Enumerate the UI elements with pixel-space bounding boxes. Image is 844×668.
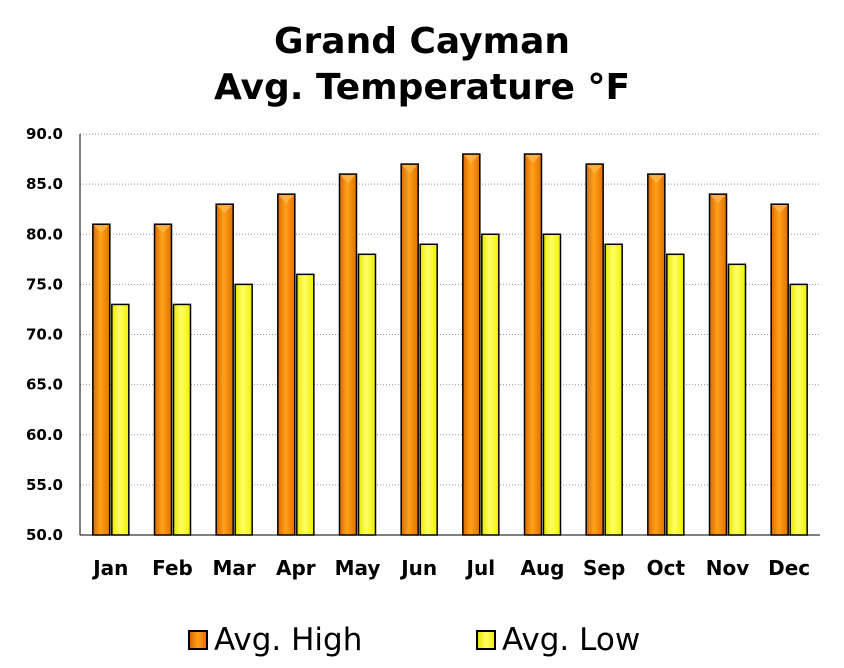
x-tick-label: Feb xyxy=(152,556,193,580)
bar-low-apr xyxy=(296,273,315,536)
y-tick-label: 60.0 xyxy=(26,426,63,444)
legend: Avg. High Avg. Low xyxy=(0,622,844,662)
x-tick-label: Apr xyxy=(276,556,316,580)
legend-label-low: Avg. Low xyxy=(502,622,641,658)
bar-low-sep xyxy=(604,243,623,536)
bar-low-mar xyxy=(234,283,253,536)
x-tick-label: Oct xyxy=(647,556,686,580)
x-tick-label: Jun xyxy=(399,556,437,580)
x-tick-label: Mar xyxy=(213,556,256,580)
bar-high-nov xyxy=(708,193,728,536)
bar-low-jan xyxy=(111,303,130,536)
bar-low-oct xyxy=(666,253,685,536)
chart-subtitle: Avg. Temperature °F xyxy=(213,67,631,108)
bar-high-mar xyxy=(215,203,234,536)
x-tick-label: May xyxy=(335,556,381,580)
bar-high-oct xyxy=(647,173,666,536)
y-tick-label: 75.0 xyxy=(26,275,63,293)
bar-high-aug xyxy=(523,153,543,536)
bar-cap-highlight xyxy=(155,225,171,234)
x-tick-label: Sep xyxy=(583,556,625,580)
y-tick-label: 85.0 xyxy=(26,175,63,193)
x-tick-label: Aug xyxy=(520,556,564,580)
bar-cap-highlight xyxy=(587,165,603,174)
bar-low-feb xyxy=(172,303,192,536)
bar-cap-highlight xyxy=(402,165,418,174)
legend-swatch-low xyxy=(476,630,496,650)
y-tick-label: 55.0 xyxy=(26,476,63,494)
bar-cap-highlight xyxy=(648,175,664,184)
x-tick-label: Dec xyxy=(768,556,810,580)
bar-low-jul xyxy=(481,233,500,536)
bar-low-aug xyxy=(542,233,562,536)
x-tick-label: Nov xyxy=(706,556,750,580)
bar-cap-highlight xyxy=(772,205,788,214)
legend-label-high: Avg. High xyxy=(214,622,363,658)
bar-high-sep xyxy=(585,163,604,536)
legend-item-low: Avg. Low xyxy=(476,622,640,658)
bar-low-dec xyxy=(789,283,808,536)
bar-high-may xyxy=(338,173,358,536)
legend-item-high: Avg. High xyxy=(188,622,362,658)
bar-low-nov xyxy=(727,263,747,536)
x-tick-label: Jan xyxy=(91,556,128,580)
y-tick-label: 65.0 xyxy=(26,376,63,394)
x-tick-label: Jul xyxy=(465,556,496,580)
bar-high-jan xyxy=(92,223,111,536)
bar-cap-highlight xyxy=(93,225,109,234)
bar-high-jun xyxy=(400,163,419,536)
y-tick-label: 90.0 xyxy=(26,125,63,143)
bar-high-feb xyxy=(153,223,173,536)
bar-high-dec xyxy=(770,203,789,536)
bar-high-jul xyxy=(462,153,481,536)
bar-cap-highlight xyxy=(710,195,726,204)
bar-cap-highlight xyxy=(217,205,233,214)
bar-low-jun xyxy=(419,243,438,536)
bar-cap-highlight xyxy=(525,155,541,164)
bar-cap-highlight xyxy=(278,195,294,204)
y-tick-label: 50.0 xyxy=(26,526,63,544)
legend-swatch-high xyxy=(188,630,208,650)
y-tick-label: 80.0 xyxy=(26,225,63,243)
bar-cap-highlight xyxy=(340,175,356,184)
y-tick-label: 70.0 xyxy=(26,326,63,344)
bar-low-may xyxy=(357,253,377,536)
bar-cap-highlight xyxy=(463,155,479,164)
bar-high-apr xyxy=(277,193,296,536)
chart-title: Grand Cayman xyxy=(273,21,571,62)
bar-chart: 50.0 55.0 60.0 65.0 70.0 75.0 80.0 85.0 90.0 Jan F… xyxy=(26,125,820,580)
